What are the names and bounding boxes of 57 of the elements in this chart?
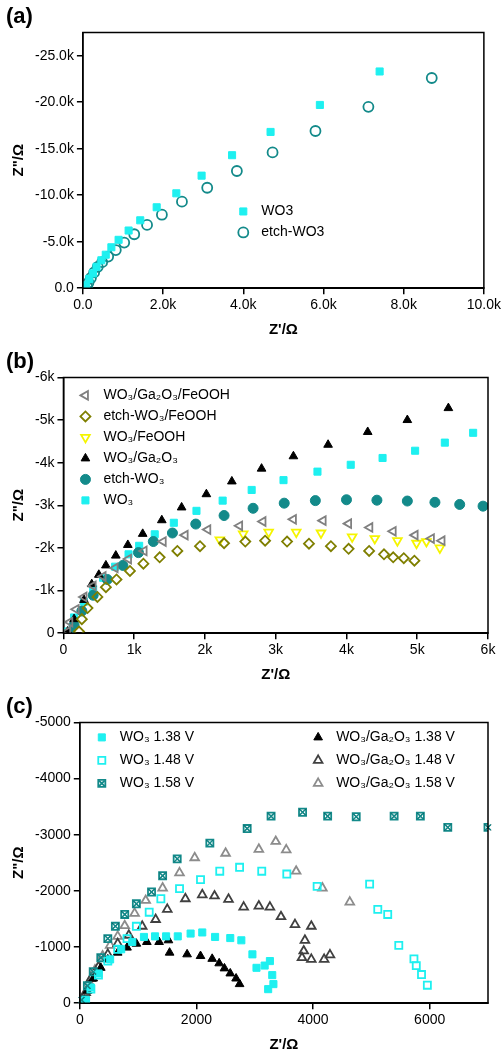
legend-label: WO₃/Ga₂O₃/FeOOH	[103, 386, 230, 403]
x-tick-label: 3k	[268, 641, 285, 658]
x-axis-title: Z'/Ω	[268, 320, 298, 338]
chart-title: (c)	[6, 693, 33, 719]
x-tick-label: 1k	[126, 641, 143, 658]
x-tick-label: 6.0k	[310, 296, 338, 313]
legend-label: WO₃ 1.48 V	[119, 751, 195, 768]
x-tick-label: 5k	[409, 641, 426, 658]
x-tick-label: 10.0k	[466, 296, 502, 313]
x-tick-label: 0.0	[73, 296, 93, 313]
y-tick-label: -2000	[34, 881, 72, 898]
x-tick-label: 2k	[197, 641, 214, 658]
legend-label: WO3	[261, 202, 294, 219]
y-tick-label: -6k	[35, 368, 56, 385]
y-tick-label: 0	[46, 624, 55, 641]
y-tick-label: -15.0k	[34, 139, 75, 156]
legend-label: WO₃ 1.38 V	[119, 728, 195, 745]
legend-label: WO₃/Ga₂O₃ 1.38 V	[336, 728, 456, 745]
y-axis-title: Z"/Ω	[9, 144, 27, 177]
legend-label: WO₃	[103, 491, 134, 508]
chart-title: (a)	[6, 3, 33, 29]
legend-label: WO₃/FeOOH	[103, 428, 186, 445]
chart-title: (b)	[6, 348, 35, 374]
legend-label: etch-WO₃/FeOOH	[103, 407, 217, 424]
legend-label: WO₃/Ga₂O₃ 1.58 V	[336, 774, 456, 791]
x-tick-label: 2000	[180, 1011, 213, 1028]
legend-label: etch-WO₃	[103, 470, 165, 487]
y-tick-label: -5k	[35, 410, 56, 427]
y-tick-label: -5.0k	[42, 232, 75, 249]
legend-label: WO₃ 1.58 V	[119, 774, 195, 791]
y-tick-label: -20.0k	[34, 93, 75, 110]
x-tick-label: 4000	[297, 1011, 329, 1028]
y-tick-label: -1k	[35, 581, 56, 598]
x-tick-label: 2.0k	[149, 296, 178, 313]
legend-label: etch-WO3	[261, 223, 325, 240]
y-axis-title: Z"/Ω	[9, 489, 27, 522]
y-axis-title: Z"/Ω	[9, 846, 27, 880]
y-tick-label: -4000	[34, 769, 72, 786]
legend-label: WO₃/Ga₂O₃ 1.48 V	[336, 751, 456, 768]
legend-label: WO₃/Ga₂O₃	[103, 449, 178, 466]
x-axis-title: Z'/Ω	[261, 665, 291, 683]
x-tick-label: 4k	[339, 641, 355, 658]
y-tick-label: -25.0k	[34, 46, 75, 63]
y-tick-label: -3k	[35, 496, 56, 513]
y-tick-label: -2k	[35, 538, 56, 555]
y-tick-label: -4k	[35, 453, 56, 470]
x-tick-label: 4.0k	[230, 296, 258, 313]
y-tick-label: 0.0	[54, 279, 75, 296]
y-tick-label: -5000	[34, 713, 72, 730]
x-axis-title: Z'/Ω	[269, 1035, 299, 1053]
x-tick-label: 6000	[414, 1011, 446, 1028]
x-tick-label: 8.0k	[390, 296, 418, 313]
y-tick-label: -1000	[34, 937, 72, 954]
y-tick-label: -10.0k	[34, 186, 75, 203]
y-tick-label: -3000	[34, 825, 72, 842]
x-tick-label: 6k	[480, 641, 497, 658]
y-tick-label: 0	[63, 994, 72, 1011]
